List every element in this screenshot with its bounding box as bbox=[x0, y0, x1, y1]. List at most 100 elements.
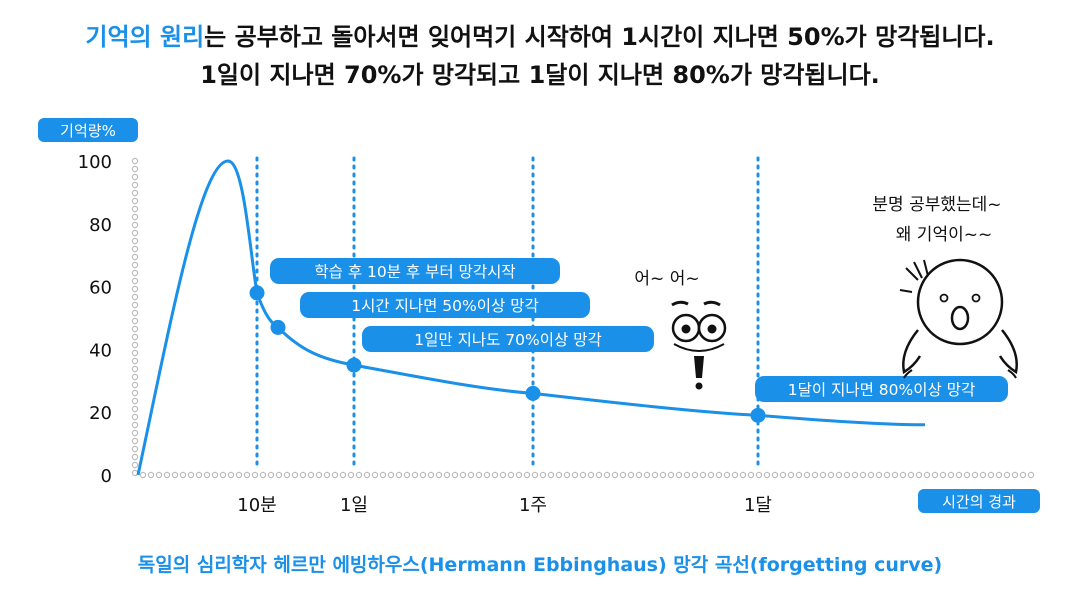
x-axis-dot bbox=[987, 471, 995, 479]
x-axis-dot bbox=[755, 471, 763, 479]
x-axis-dot bbox=[515, 471, 523, 479]
x-axis-dot bbox=[731, 471, 739, 479]
x-axis-dot bbox=[1003, 471, 1011, 479]
x-axis-dot bbox=[467, 471, 475, 479]
x-axis-dot bbox=[923, 471, 931, 479]
x-axis-dot bbox=[307, 471, 315, 479]
x-axis-dot bbox=[883, 471, 891, 479]
x-axis-dot bbox=[547, 471, 555, 479]
x-axis-dot bbox=[963, 471, 971, 479]
y-axis-dot bbox=[131, 349, 139, 357]
person-speech-line-2: 왜 기억이~~ bbox=[896, 225, 992, 245]
y-axis-dot bbox=[131, 293, 139, 301]
y-axis-label: 기억량% bbox=[38, 118, 138, 142]
y-axis-dot bbox=[131, 197, 139, 205]
x-axis-dot bbox=[267, 471, 275, 479]
x-axis-dot bbox=[867, 471, 875, 479]
y-tick-label: 0 bbox=[101, 466, 112, 487]
x-axis-label-text: 시간의 경과 bbox=[942, 493, 1016, 511]
x-axis-dot bbox=[819, 471, 827, 479]
y-axis-dot bbox=[131, 245, 139, 253]
x-axis-dot bbox=[171, 471, 179, 479]
annotation-pill-bg bbox=[755, 376, 1008, 402]
x-axis-dot bbox=[907, 471, 915, 479]
x-axis-dot bbox=[419, 471, 427, 479]
curve-marker bbox=[750, 407, 766, 423]
x-axis-dot bbox=[699, 471, 707, 479]
y-axis-dot bbox=[131, 165, 139, 173]
x-axis-dot bbox=[435, 471, 443, 479]
x-axis-dot bbox=[499, 471, 507, 479]
x-axis-dot bbox=[259, 471, 267, 479]
x-axis-dot bbox=[291, 471, 299, 479]
forgetting-curve-line bbox=[136, 159, 926, 476]
y-tick-label: 60 bbox=[89, 278, 112, 299]
y-axis-dot bbox=[131, 365, 139, 373]
x-axis-dot bbox=[507, 471, 515, 479]
x-axis-dot bbox=[523, 471, 531, 479]
annotation-pill-text: 1일만 지나도 70%이상 망각 bbox=[414, 331, 601, 349]
x-axis-dot bbox=[227, 471, 235, 479]
x-axis-dot bbox=[971, 471, 979, 479]
y-axis-dot bbox=[131, 237, 139, 245]
y-axis-label-text: 기억량% bbox=[60, 122, 116, 140]
curve-marker bbox=[249, 285, 265, 301]
x-axis-dot bbox=[427, 471, 435, 479]
y-axis-dot bbox=[131, 357, 139, 365]
x-axis-dot bbox=[771, 471, 779, 479]
x-axis-dot bbox=[723, 471, 731, 479]
x-axis-dot bbox=[347, 471, 355, 479]
x-axis-dot bbox=[651, 471, 659, 479]
y-axis-dot bbox=[131, 445, 139, 453]
x-axis-dot bbox=[155, 471, 163, 479]
x-axis-dot bbox=[331, 471, 339, 479]
y-axis-dot bbox=[131, 405, 139, 413]
y-axis-dot bbox=[131, 469, 139, 477]
y-axis-dot bbox=[131, 389, 139, 397]
x-axis-dot bbox=[859, 471, 867, 479]
y-axis-dot bbox=[131, 301, 139, 309]
curve-marker bbox=[270, 319, 286, 335]
x-axis-dot bbox=[443, 471, 451, 479]
x-axis-dot bbox=[995, 471, 1003, 479]
y-axis-dot bbox=[131, 189, 139, 197]
x-axis-dot bbox=[203, 471, 211, 479]
x-axis-dot bbox=[563, 471, 571, 479]
curve-marker bbox=[525, 385, 541, 401]
x-axis-dot bbox=[187, 471, 195, 479]
title-line-2: 1일이 지나면 70%가 망각되고 1달이 지나면 80%가 망각됩니다. bbox=[200, 61, 880, 89]
x-axis-label: 시간의 경과 bbox=[918, 489, 1040, 513]
x-axis-dot bbox=[243, 471, 251, 479]
x-axis-dot bbox=[579, 471, 587, 479]
y-axis-dot bbox=[131, 213, 139, 221]
chart-caption: 독일의 심리학자 헤르만 에빙하우스(Hermann Ebbinghaus) 망… bbox=[137, 554, 943, 576]
x-axis-dot bbox=[339, 471, 347, 479]
x-axis-dot bbox=[611, 471, 619, 479]
y-axis-dot bbox=[131, 285, 139, 293]
y-axis-dot bbox=[131, 181, 139, 189]
x-axis-dot bbox=[803, 471, 811, 479]
annotation-pill-text: 1시간 지나면 50%이상 망각 bbox=[351, 297, 538, 315]
x-axis-dot bbox=[251, 471, 259, 479]
annotation-pill: 1시간 지나면 50%이상 망각 bbox=[300, 292, 590, 318]
x-axis-dot bbox=[1019, 471, 1027, 479]
y-axis-dot bbox=[131, 325, 139, 333]
y-axis-dot bbox=[131, 413, 139, 421]
face-speech-text: 어~ 어~ bbox=[634, 269, 699, 289]
x-axis-dot bbox=[899, 471, 907, 479]
x-axis-dot bbox=[283, 471, 291, 479]
y-axis-dot bbox=[131, 333, 139, 341]
x-tick-label: 1일 bbox=[340, 495, 368, 516]
x-axis-dot bbox=[763, 471, 771, 479]
x-axis-dot bbox=[1027, 471, 1035, 479]
annotation-pill: 1달이 지나면 80%이상 망각 bbox=[755, 376, 1008, 402]
x-axis-dot bbox=[555, 471, 563, 479]
x-axis-dot bbox=[715, 471, 723, 479]
x-axis-dot bbox=[667, 471, 675, 479]
curve-marker bbox=[346, 357, 362, 373]
y-tick-label: 20 bbox=[89, 403, 112, 424]
x-axis-dot bbox=[595, 471, 603, 479]
y-axis-dot bbox=[131, 253, 139, 261]
x-axis-dot bbox=[531, 471, 539, 479]
